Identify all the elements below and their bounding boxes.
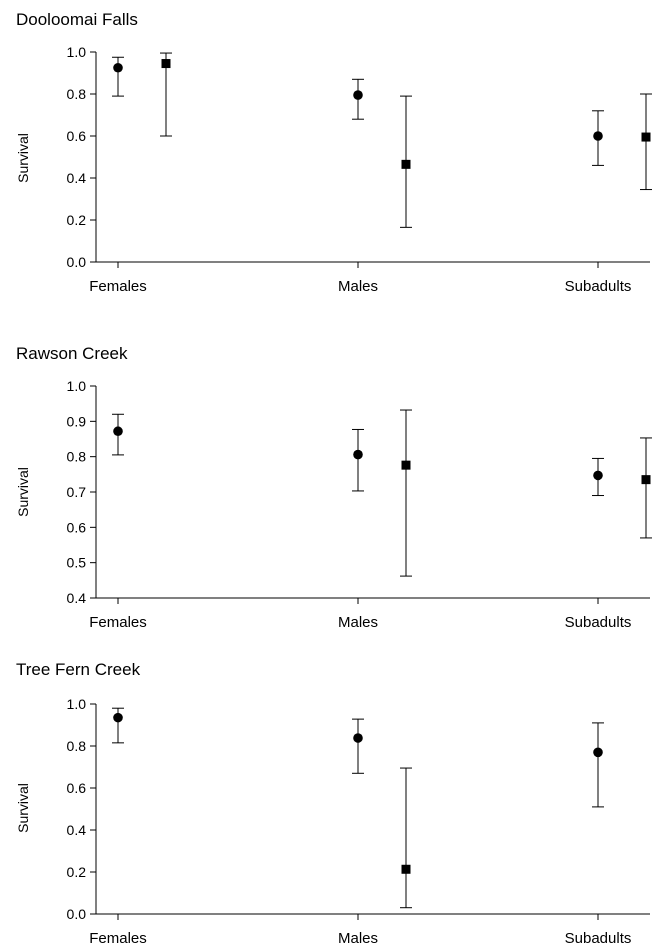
data-point-circle — [113, 712, 123, 723]
y-tick-label: 0.8 — [67, 449, 87, 465]
x-tick-label: Females — [89, 278, 147, 295]
x-tick-label: Males — [338, 278, 378, 295]
y-tick-label: 1.0 — [67, 378, 87, 394]
panel-rawson-creek: Rawson Creek Survival 0.4 0.5 0.6 0.7 0.8 0.9… — [15, 344, 652, 631]
y-tick-label: 0.2 — [67, 212, 87, 228]
panel-title: Tree Fern Creek — [16, 660, 141, 679]
data-point-square — [161, 59, 171, 69]
y-tick-label: 0.4 — [67, 590, 87, 606]
y-tick-label: 0.6 — [67, 128, 87, 144]
y-tick-label: 1.0 — [67, 44, 87, 60]
data-point-circle — [593, 470, 603, 481]
x-tick-label: Males — [338, 930, 378, 947]
y-tick-label: 0.0 — [67, 906, 87, 922]
x-tick-label: Males — [338, 614, 378, 631]
data-point-circle — [353, 733, 363, 743]
panel-title: Rawson Creek — [16, 344, 128, 363]
data-point-square — [641, 132, 651, 142]
panel-tree-fern-creek: Tree Fern Creek Survival 0.0 0.2 0.4 0.6 0.8… — [15, 660, 650, 947]
y-tick-label: 0.4 — [67, 170, 87, 186]
y-tick-label: 0.8 — [67, 738, 87, 754]
y-tick-label: 0.6 — [67, 780, 87, 796]
panel-title: Dooloomai Falls — [16, 10, 138, 29]
data-point-square — [401, 864, 411, 874]
x-tick-label: Females — [89, 614, 147, 631]
y-tick-label: 0.4 — [67, 822, 87, 838]
data-point-circle — [113, 426, 123, 437]
y-axis-label: Survival — [15, 133, 31, 183]
data-point-circle — [593, 747, 603, 758]
y-axis-label: Survival — [15, 467, 31, 517]
y-tick-label: 1.0 — [67, 696, 87, 712]
x-tick-label: Subadults — [565, 614, 632, 631]
panel-dooloomai-falls: Dooloomai Falls Survival 0.0 0.2 0.4 0.6 0.8… — [15, 10, 652, 295]
data-point-circle — [353, 449, 363, 460]
y-axis-label: Survival — [15, 783, 31, 833]
y-tick-label: 0.9 — [67, 413, 87, 429]
y-tick-label: 0.6 — [67, 519, 87, 535]
data-point-circle — [353, 90, 363, 100]
x-tick-label: Subadults — [565, 930, 632, 947]
y-tick-label: 0.2 — [67, 864, 87, 880]
data-point-square — [401, 460, 411, 470]
y-tick-label: 0.8 — [67, 86, 87, 102]
data-point-circle — [113, 62, 123, 73]
data-point-circle — [593, 131, 603, 141]
x-tick-label: Females — [89, 930, 147, 947]
data-point-square — [401, 159, 411, 169]
y-tick-label: 0.7 — [67, 484, 87, 500]
x-tick-label: Subadults — [565, 278, 632, 295]
plot-area: 0.0 0.2 0.4 0.6 0.8 1.0 Females Males Subadults — [67, 696, 650, 947]
data-point-square — [641, 475, 651, 485]
y-tick-label: 0.0 — [67, 254, 87, 270]
y-tick-label: 0.5 — [67, 555, 87, 571]
plot-area: 0.4 0.5 0.6 0.7 0.8 0.9 1.0 Females Males Subadul… — [67, 378, 652, 631]
plot-area: 0.0 0.2 0.4 0.6 0.8 1.0 Females Males Subadults — [67, 44, 652, 295]
